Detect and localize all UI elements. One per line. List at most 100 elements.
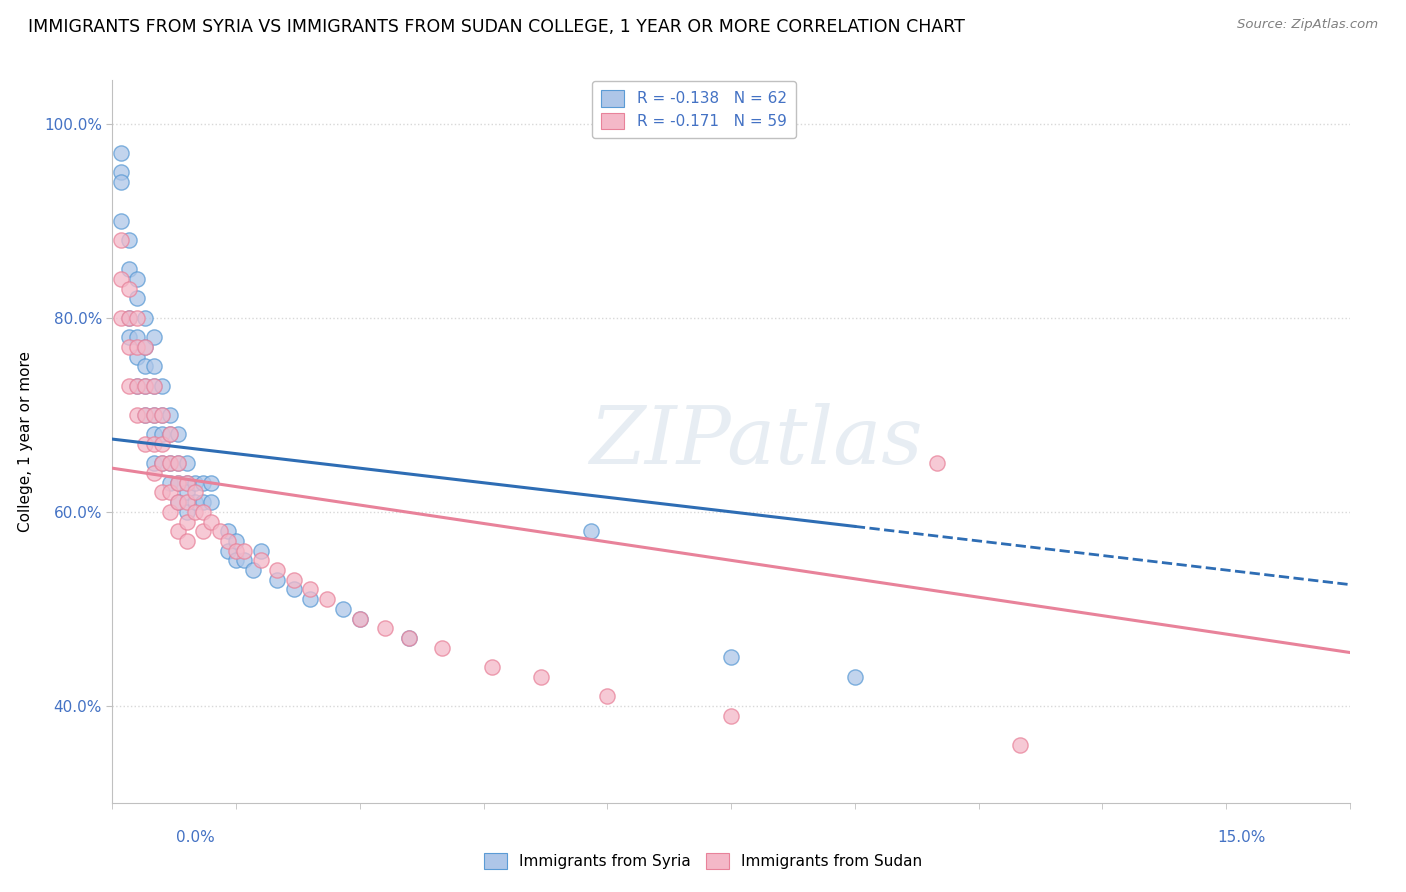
Point <box>176 505 198 519</box>
Point <box>200 495 222 509</box>
Point <box>118 282 141 296</box>
Point <box>142 378 165 392</box>
Point <box>134 378 156 392</box>
Point <box>127 330 149 344</box>
Point <box>398 631 420 645</box>
Point <box>242 563 264 577</box>
Point <box>150 427 173 442</box>
Point <box>579 524 602 539</box>
Point <box>250 553 273 567</box>
Point <box>200 515 222 529</box>
Point <box>349 611 371 625</box>
Text: ZIPatlas: ZIPatlas <box>589 403 922 480</box>
Point <box>142 408 165 422</box>
Point <box>374 621 396 635</box>
Point <box>720 650 742 665</box>
Point <box>530 670 553 684</box>
Point <box>193 505 215 519</box>
Point <box>266 573 288 587</box>
Point <box>233 543 256 558</box>
Point <box>110 233 132 247</box>
Point <box>159 456 181 470</box>
Point <box>118 340 141 354</box>
Point <box>167 475 190 490</box>
Point <box>159 475 181 490</box>
Point <box>927 456 949 470</box>
Point <box>127 378 149 392</box>
Point <box>176 495 198 509</box>
Point <box>134 359 156 374</box>
Point <box>167 524 190 539</box>
Point <box>299 592 322 607</box>
Point <box>150 456 173 470</box>
Point <box>844 670 866 684</box>
Point <box>193 495 215 509</box>
Point <box>134 310 156 325</box>
Point <box>134 437 156 451</box>
Point <box>167 475 190 490</box>
Point <box>432 640 454 655</box>
Text: Source: ZipAtlas.com: Source: ZipAtlas.com <box>1237 18 1378 31</box>
Point <box>159 456 181 470</box>
Point <box>150 408 173 422</box>
Point <box>720 708 742 723</box>
Point <box>118 310 141 325</box>
Point <box>127 350 149 364</box>
Text: 0.0%: 0.0% <box>176 830 215 845</box>
Point <box>134 408 156 422</box>
Point <box>142 427 165 442</box>
Point <box>159 408 181 422</box>
Point <box>176 515 198 529</box>
Point <box>150 456 173 470</box>
Point <box>208 524 231 539</box>
Point <box>142 408 165 422</box>
Point <box>118 262 141 277</box>
Point <box>184 505 207 519</box>
Point <box>349 611 371 625</box>
Point <box>159 427 181 442</box>
Point <box>110 272 132 286</box>
Point <box>159 505 181 519</box>
Point <box>1008 738 1031 752</box>
Point <box>142 456 165 470</box>
Point <box>118 233 141 247</box>
Point <box>127 408 149 422</box>
Point <box>150 437 173 451</box>
Point <box>142 330 165 344</box>
Point <box>127 272 149 286</box>
Point <box>118 310 141 325</box>
Point <box>167 495 190 509</box>
Point <box>176 456 198 470</box>
Point <box>134 340 156 354</box>
Legend: R = -0.138   N = 62, R = -0.171   N = 59: R = -0.138 N = 62, R = -0.171 N = 59 <box>592 80 796 138</box>
Point <box>250 543 273 558</box>
Point <box>127 340 149 354</box>
Point <box>217 543 239 558</box>
Point <box>142 359 165 374</box>
Point <box>118 330 141 344</box>
Point <box>127 292 149 306</box>
Point <box>225 553 247 567</box>
Point <box>332 602 354 616</box>
Point <box>316 592 339 607</box>
Point <box>142 437 165 451</box>
Point <box>596 689 619 703</box>
Point <box>176 475 198 490</box>
Point <box>398 631 420 645</box>
Point <box>167 456 190 470</box>
Point <box>266 563 288 577</box>
Legend: Immigrants from Syria, Immigrants from Sudan: Immigrants from Syria, Immigrants from S… <box>478 847 928 875</box>
Point <box>134 378 156 392</box>
Point <box>167 427 190 442</box>
Point <box>176 485 198 500</box>
Point <box>225 543 247 558</box>
Point <box>200 475 222 490</box>
Point <box>110 146 132 161</box>
Point <box>110 165 132 179</box>
Point <box>150 378 173 392</box>
Point <box>184 485 207 500</box>
Point <box>167 456 190 470</box>
Point <box>159 485 181 500</box>
Point <box>184 475 207 490</box>
Text: 15.0%: 15.0% <box>1218 830 1265 845</box>
